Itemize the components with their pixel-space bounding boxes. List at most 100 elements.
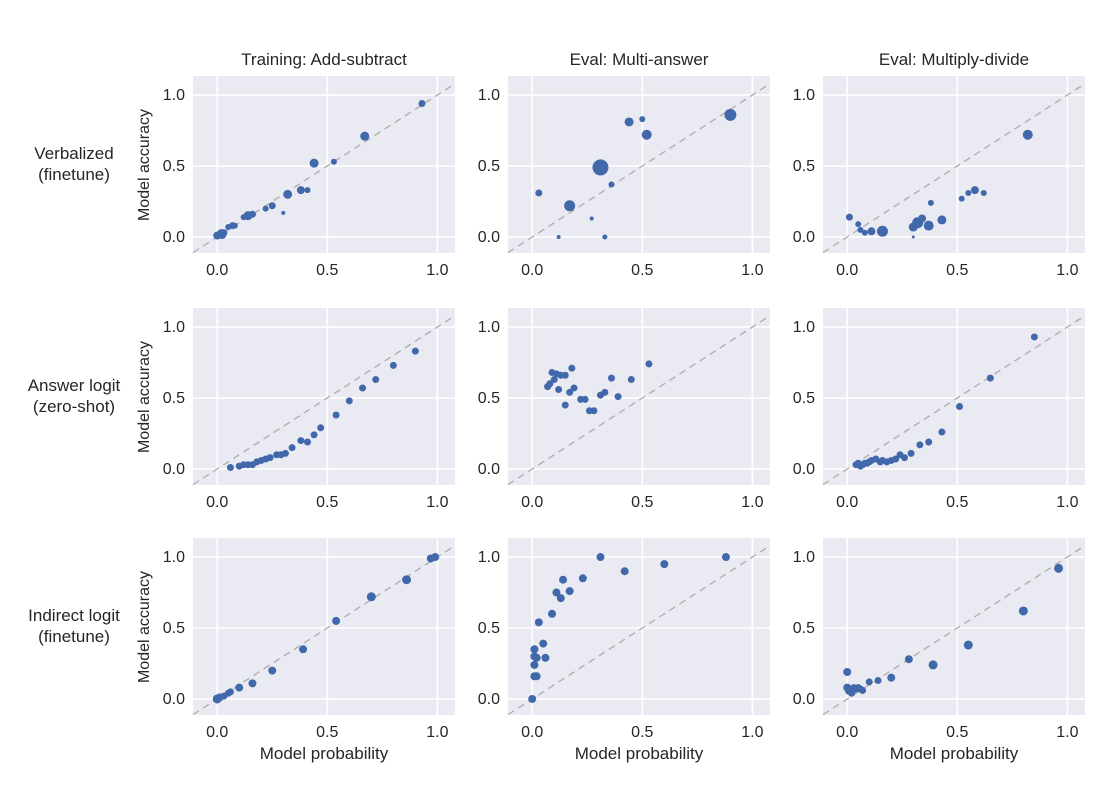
data-point [845,213,853,221]
data-point [268,666,277,675]
y-tick-label: 0.0 [478,229,500,246]
data-point [532,672,541,681]
x-tick-label: 0.5 [946,262,968,279]
x-axis-label-col2: Model probability [889,744,1019,763]
data-point [281,210,286,215]
data-point [867,227,876,236]
data-point [916,441,924,449]
data-point [556,594,565,603]
data-point [937,215,947,225]
data-point [372,376,380,384]
y-tick-label: 1.0 [163,549,185,566]
y-tick-label: 0.5 [793,620,815,637]
y-tick-label: 1.0 [478,549,500,566]
data-point [963,640,973,650]
data-point [248,210,256,218]
data-point [578,574,587,583]
x-tick-label: 0.0 [836,724,858,741]
data-point [220,229,228,237]
data-point [986,374,994,382]
data-point [330,158,337,165]
data-point [411,347,419,355]
data-point [550,376,558,384]
data-point [581,395,589,403]
x-tick-label: 1.0 [426,262,448,279]
row-label-verbalized-finetune: Verbalized (finetune) [34,144,114,184]
x-tick-label: 1.0 [426,494,448,511]
x-tick-label: 0.5 [631,262,653,279]
data-point [564,200,576,212]
data-point [317,424,325,432]
data-point [848,689,856,697]
data-point [235,683,244,692]
data-point [288,444,296,452]
plot-panel [193,538,455,715]
data-point [332,616,341,625]
data-point [304,187,311,194]
x-tick-label: 1.0 [741,494,763,511]
x-tick-label: 1.0 [741,262,763,279]
data-point [296,186,305,195]
y-tick-label: 0.5 [163,390,185,407]
data-point [548,609,557,618]
data-point [956,403,964,411]
x-tick-label: 0.0 [206,494,228,511]
data-point [566,388,574,396]
data-point [389,361,397,369]
data-point [262,205,269,212]
x-tick-label: 0.5 [316,724,338,741]
data-point [555,385,563,393]
data-point [248,679,257,688]
identity-line [507,83,771,254]
subplot-title-eval-multi-answer: Eval: Multi-answer [569,50,709,69]
plot-panel [508,76,770,253]
y-axis-label-row1: Model accuracy [136,340,153,454]
data-point [927,199,934,206]
y-axis-label-row2: Model accuracy [136,570,153,684]
data-point [607,374,615,382]
data-point [226,464,234,472]
data-point [530,660,539,669]
subplot-title-training-add-subtract: Training: Add-subtract [241,50,407,69]
data-point [360,131,370,141]
y-tick-label: 1.0 [793,549,815,566]
x-tick-label: 0.0 [836,494,858,511]
data-point [561,401,569,409]
identity-line [507,315,771,486]
data-point [876,225,888,237]
data-point [431,553,440,562]
data-point [561,371,569,379]
data-point [303,438,311,446]
x-tick-label: 1.0 [1056,724,1078,741]
data-point [541,653,550,662]
data-point [590,407,598,415]
y-tick-label: 0.0 [478,691,500,708]
y-tick-label: 0.0 [793,229,815,246]
x-tick-label: 0.0 [206,262,228,279]
y-tick-label: 1.0 [163,87,185,104]
data-point [645,360,653,368]
x-axis-label-col1: Model probability [574,744,704,763]
data-point [297,437,305,445]
y-tick-label: 0.0 [793,691,815,708]
data-point [402,575,412,585]
data-point [892,455,900,463]
data-point [970,186,979,195]
identity-line [507,545,771,716]
x-tick-label: 1.0 [741,724,763,741]
data-point [299,645,308,654]
data-point [568,364,576,372]
plot-panel [508,538,770,715]
data-point [843,667,852,676]
data-point [614,393,622,401]
x-tick-label: 0.0 [521,724,543,741]
x-tick-label: 0.5 [316,494,338,511]
data-point [602,234,608,240]
data-point [608,181,615,188]
data-point [923,220,934,231]
data-point [418,100,426,108]
data-point [592,159,609,176]
x-tick-label: 0.5 [946,724,968,741]
